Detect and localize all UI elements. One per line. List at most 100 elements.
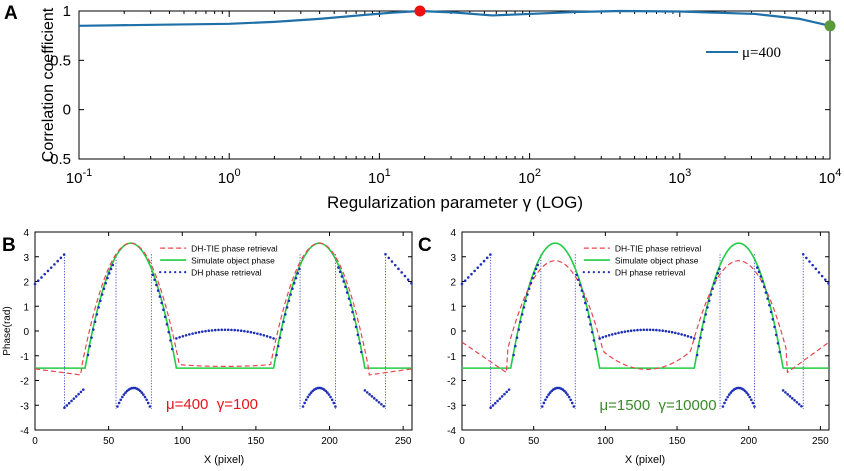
panel-b-dh-point: [291, 287, 294, 290]
panel-c-dh-point: [580, 289, 584, 292]
panel-b-dh-point: [351, 310, 354, 314]
panel-b-dh-point: [338, 270, 342, 274]
panel-c-dh-point: [702, 320, 706, 324]
panel-c-dh-point: [667, 330, 671, 333]
panel-b-dh-point: [298, 267, 301, 271]
panel-b-dh-point: [111, 263, 115, 267]
panel-b-ytick-label: -2: [20, 377, 29, 388]
panel-b-legend-label: Simulate object phase: [191, 256, 275, 266]
panel-b-dh-point: [294, 276, 298, 280]
panel-b-dh-point: [400, 271, 403, 274]
panel-c-dh-point: [577, 278, 580, 282]
panel-b-dh-point: [86, 353, 90, 357]
panel-c-dh-point: [540, 405, 544, 408]
panel-b-dh-point: [46, 269, 50, 273]
panel-c-dh-point: [570, 401, 574, 405]
panel-a-xtick-label: 10-1: [66, 167, 92, 187]
panel-c-dh-point: [505, 390, 509, 394]
panel-b-dh-point: [90, 336, 93, 339]
panel-b-dh-point: [213, 328, 217, 332]
panel-b-dh-point: [167, 330, 171, 334]
panel-b-dh-point: [160, 301, 163, 305]
panel-c-dh-point: [479, 263, 483, 266]
panel-b-xtick-label: 100: [174, 436, 191, 447]
panel-c-legend-swatch-dh-point: [587, 270, 590, 274]
panel-b-dh-point: [265, 334, 269, 338]
panel-c-dh-point: [664, 329, 668, 333]
panel-c-dh-point: [575, 273, 578, 277]
panel-b-dh-point: [375, 399, 378, 402]
panel-b-dh-point: [178, 336, 181, 339]
panel-b-dh-point: [387, 256, 391, 260]
panel-c-dh-point: [658, 329, 661, 332]
panel-b-dh-point: [236, 329, 240, 332]
panel-b-dh-point: [36, 279, 40, 283]
panel-b-dh-point: [262, 334, 266, 337]
panel-b-dh-tie-line: [34, 242, 413, 376]
panel-b-dh-point: [181, 334, 185, 338]
panel-c-dh-point: [460, 282, 464, 286]
panel-b-dh-point: [406, 278, 410, 281]
panel-c-dh-point: [827, 282, 830, 285]
panel-c-dh-point: [820, 274, 824, 278]
panel-b-dh-point: [384, 252, 387, 256]
panel-c-dh-point: [531, 276, 534, 280]
panel-c-dh-point: [496, 399, 499, 403]
panel-b-dh-point: [106, 276, 109, 280]
panel-b-dh-point: [256, 332, 259, 335]
panel-b-xtick-label: 0: [32, 436, 38, 447]
panel-b-dh-point: [67, 401, 71, 405]
panel-b-ytick-label: -3: [20, 401, 29, 412]
panel-b-dh-point: [184, 334, 188, 337]
panel-c-ytick-label: 1: [450, 302, 456, 313]
panel-b-dh-point: [347, 297, 351, 300]
panel-b-dh-point: [145, 398, 148, 402]
panel-c-dh-point: [771, 317, 775, 321]
panel-c-dh-point: [500, 395, 504, 398]
panel-a-xtick-label: 100: [218, 167, 241, 187]
panel-c-dh-point: [526, 293, 529, 296]
panel-b-dh-point: [233, 328, 236, 332]
panel-b-dh-point: [170, 347, 174, 351]
panel-c-dh-point: [536, 263, 539, 267]
panel-c-dh-point: [566, 393, 569, 396]
panel-b-dh-point: [92, 328, 95, 331]
panel-b-ytick-label: -4: [20, 426, 29, 437]
panel-b-dh-point: [53, 263, 56, 266]
panel-c-legend-swatch-dh-point: [607, 270, 610, 274]
panel-b-dh-point: [97, 306, 100, 309]
panel-c-dh-point: [629, 329, 633, 333]
panel-b-dh-point: [230, 328, 233, 332]
panel-a-xtick-label: 102: [518, 167, 541, 187]
panel-c-dh-point: [520, 313, 524, 316]
panel-b-dh-point: [330, 398, 334, 402]
panel-c-dh-point: [764, 291, 768, 294]
panel-b-dh-point: [249, 330, 253, 334]
panel-c-dh-point: [498, 397, 502, 400]
panel-b-dh-point: [282, 320, 285, 324]
panel-c-dh-point: [489, 406, 492, 410]
panel-b-dh-point: [301, 405, 305, 408]
panel-c-dh-point: [639, 328, 642, 332]
panel-b-ylabel: Phase(rad): [2, 306, 13, 355]
panel-c-dh-point: [748, 395, 752, 399]
panel-c-dh-point: [463, 279, 467, 283]
panel-c-dh-point: [623, 330, 627, 333]
panel-c-dh-point: [729, 391, 733, 394]
panel-c-dh-point: [774, 333, 778, 337]
panel-c-dh-point: [769, 310, 773, 314]
panel-b-xtick-label: 150: [248, 436, 265, 447]
panel-b-legend-label: DH-TIE phase retrieval: [191, 244, 278, 254]
panel-b-dh-point: [356, 333, 360, 337]
panel-c-dh-point: [527, 287, 531, 290]
panel-b-dh-point: [243, 329, 246, 333]
panel-b-xtick-label: 200: [321, 436, 338, 447]
panel-c-dh-point: [532, 272, 536, 275]
panel-a-ylabel: Correlation coefficient: [40, 7, 57, 162]
panel-b-dh-point: [382, 404, 386, 408]
panel-c-dh-point: [493, 401, 497, 405]
panel-c-dh-point: [817, 271, 821, 274]
panel-b-dh-point: [226, 328, 230, 332]
panel-b-dh-point: [275, 353, 278, 357]
